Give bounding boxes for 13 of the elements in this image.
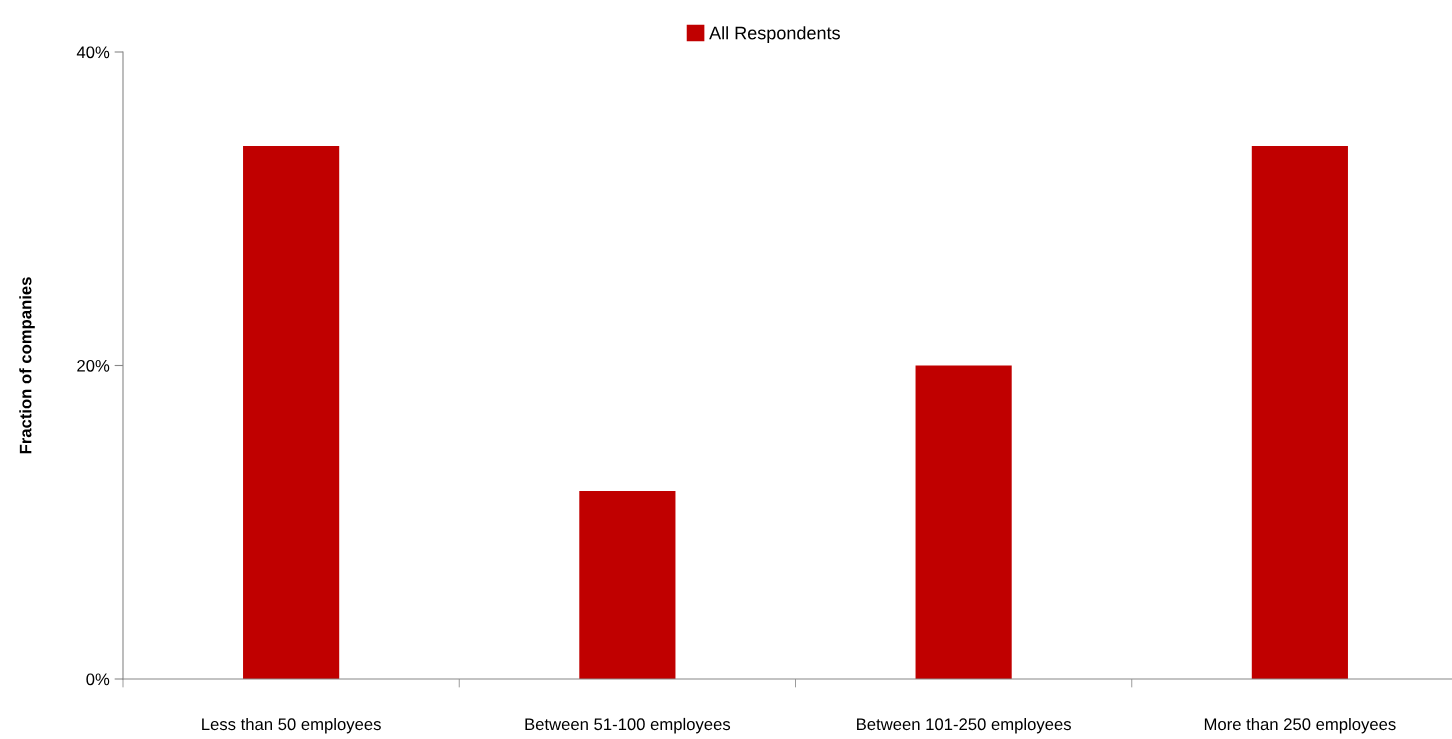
y-axis-title: Fraction of companies <box>19 277 35 454</box>
bar <box>579 490 676 679</box>
x-tick-label: More than 250 employees <box>1204 717 1396 734</box>
x-tick-label: Between 51-100 employees <box>525 717 731 734</box>
bar <box>1251 146 1348 679</box>
legend-label: All Respondents <box>709 26 840 43</box>
bar <box>915 365 1012 679</box>
y-tick-label: 20% <box>77 359 110 372</box>
x-tick-label: Between 101-250 employees <box>857 717 1071 734</box>
x-tick-label: Less than 50 employees <box>202 717 381 734</box>
y-tick-label: 0% <box>86 673 110 686</box>
bar <box>243 146 340 679</box>
y-tick-label: 40% <box>76 46 110 59</box>
